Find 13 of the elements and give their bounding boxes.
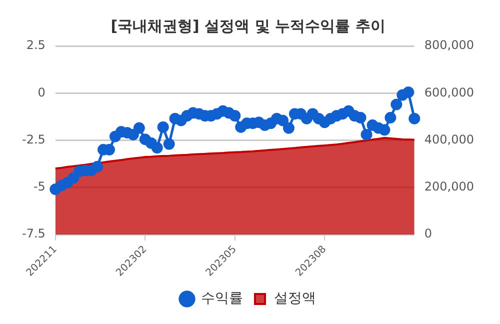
y2-tick-label: 800,000	[424, 38, 474, 52]
legend-label: 설정액	[274, 290, 316, 307]
y-tick-label: -7.5	[22, 226, 46, 241]
y-tick-label: 2.5	[26, 38, 46, 52]
y-tick-label: 0	[38, 85, 46, 100]
chart-title: [국내채권형] 설정액 및 누적수익률 추이	[110, 16, 386, 35]
y2-tick-label: 200,000	[424, 180, 474, 194]
y-tick-label: -2.5	[22, 132, 46, 146]
y2-tick-label: 400,000	[424, 132, 474, 146]
legend-label: 수익률	[201, 290, 243, 307]
y2-tick-label: 600,000	[424, 85, 474, 100]
y2-tick-label: 0	[424, 226, 432, 241]
y-tick-label: -5	[33, 180, 46, 194]
